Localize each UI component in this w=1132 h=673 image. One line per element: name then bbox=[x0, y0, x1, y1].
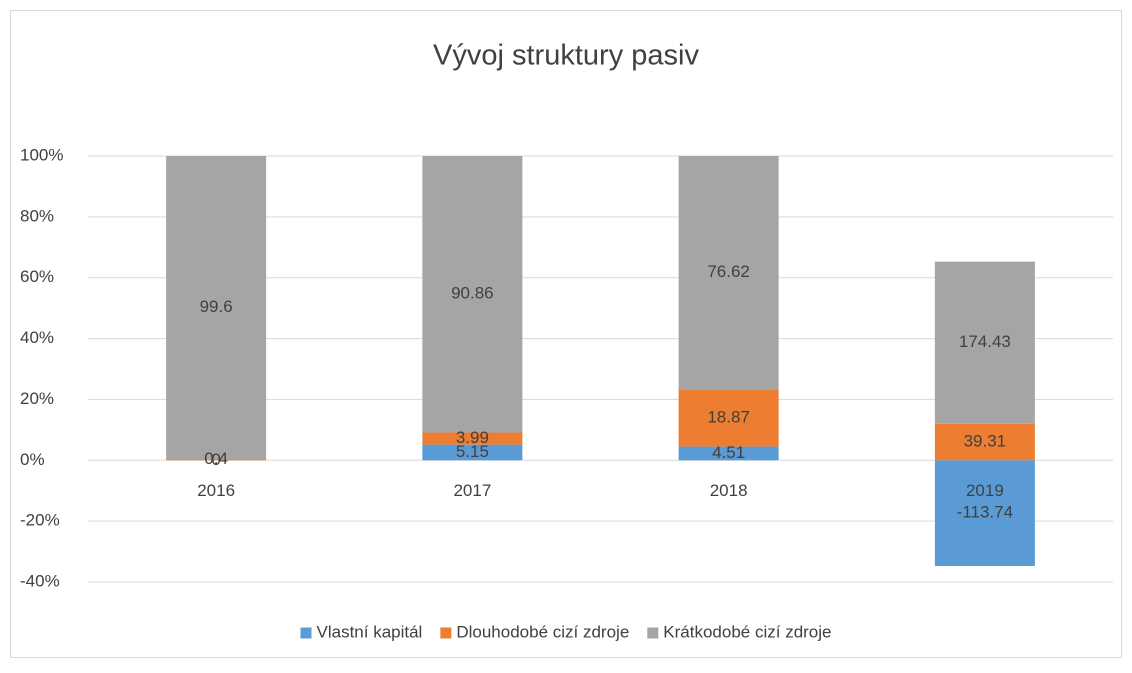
data-label: 3.99 bbox=[456, 428, 489, 447]
legend-label: Dlouhodobé cizí zdroje bbox=[456, 622, 629, 641]
data-label: 0 bbox=[211, 450, 220, 469]
bar-segment bbox=[678, 156, 779, 390]
bar-segment bbox=[166, 156, 267, 460]
y-tick-label: -40% bbox=[20, 571, 60, 590]
bar-segment bbox=[422, 444, 523, 461]
legend-swatch bbox=[440, 627, 452, 639]
bar-segment bbox=[678, 389, 779, 447]
data-label: 4.51 bbox=[712, 443, 745, 462]
legend-label: Vlastní kapitál bbox=[317, 622, 423, 641]
bar-segment bbox=[934, 423, 1035, 461]
x-tick-label: 2018 bbox=[710, 481, 748, 500]
bar-segment bbox=[934, 460, 1035, 566]
data-label: 174.43 bbox=[959, 332, 1011, 351]
data-label: -113.74 bbox=[957, 503, 1013, 522]
y-tick-label: 40% bbox=[20, 328, 54, 347]
y-tick-label: 100% bbox=[20, 145, 63, 164]
chart-title: Vývoj struktury pasiv bbox=[433, 40, 699, 72]
legend-label: Krátkodobé cizí zdroje bbox=[663, 622, 831, 641]
bar-segment bbox=[166, 459, 267, 461]
data-label: 99.6 bbox=[200, 297, 233, 316]
x-tick-label: 2017 bbox=[453, 481, 491, 500]
x-tick-label: 2016 bbox=[197, 481, 235, 500]
y-tick-label: -20% bbox=[20, 511, 60, 530]
y-tick-label: 80% bbox=[20, 206, 54, 225]
y-tick-label: 20% bbox=[20, 389, 54, 408]
data-label: 0.4 bbox=[204, 449, 228, 468]
bar-segment bbox=[934, 261, 1035, 424]
data-label: 76.62 bbox=[707, 262, 750, 281]
data-label: 5.15 bbox=[456, 442, 489, 461]
y-tick-label: 60% bbox=[20, 267, 54, 286]
x-tick-label: 2019 bbox=[966, 481, 1004, 500]
legend-swatch bbox=[647, 627, 659, 639]
data-label: 18.87 bbox=[707, 407, 750, 426]
legend-swatch bbox=[300, 627, 312, 639]
y-tick-label: 0% bbox=[20, 450, 45, 469]
bar-segment bbox=[422, 432, 523, 445]
bar-segment bbox=[678, 446, 779, 461]
data-label: 90.86 bbox=[451, 284, 494, 303]
data-label: 39.31 bbox=[964, 432, 1007, 451]
bar-segment bbox=[422, 156, 523, 433]
